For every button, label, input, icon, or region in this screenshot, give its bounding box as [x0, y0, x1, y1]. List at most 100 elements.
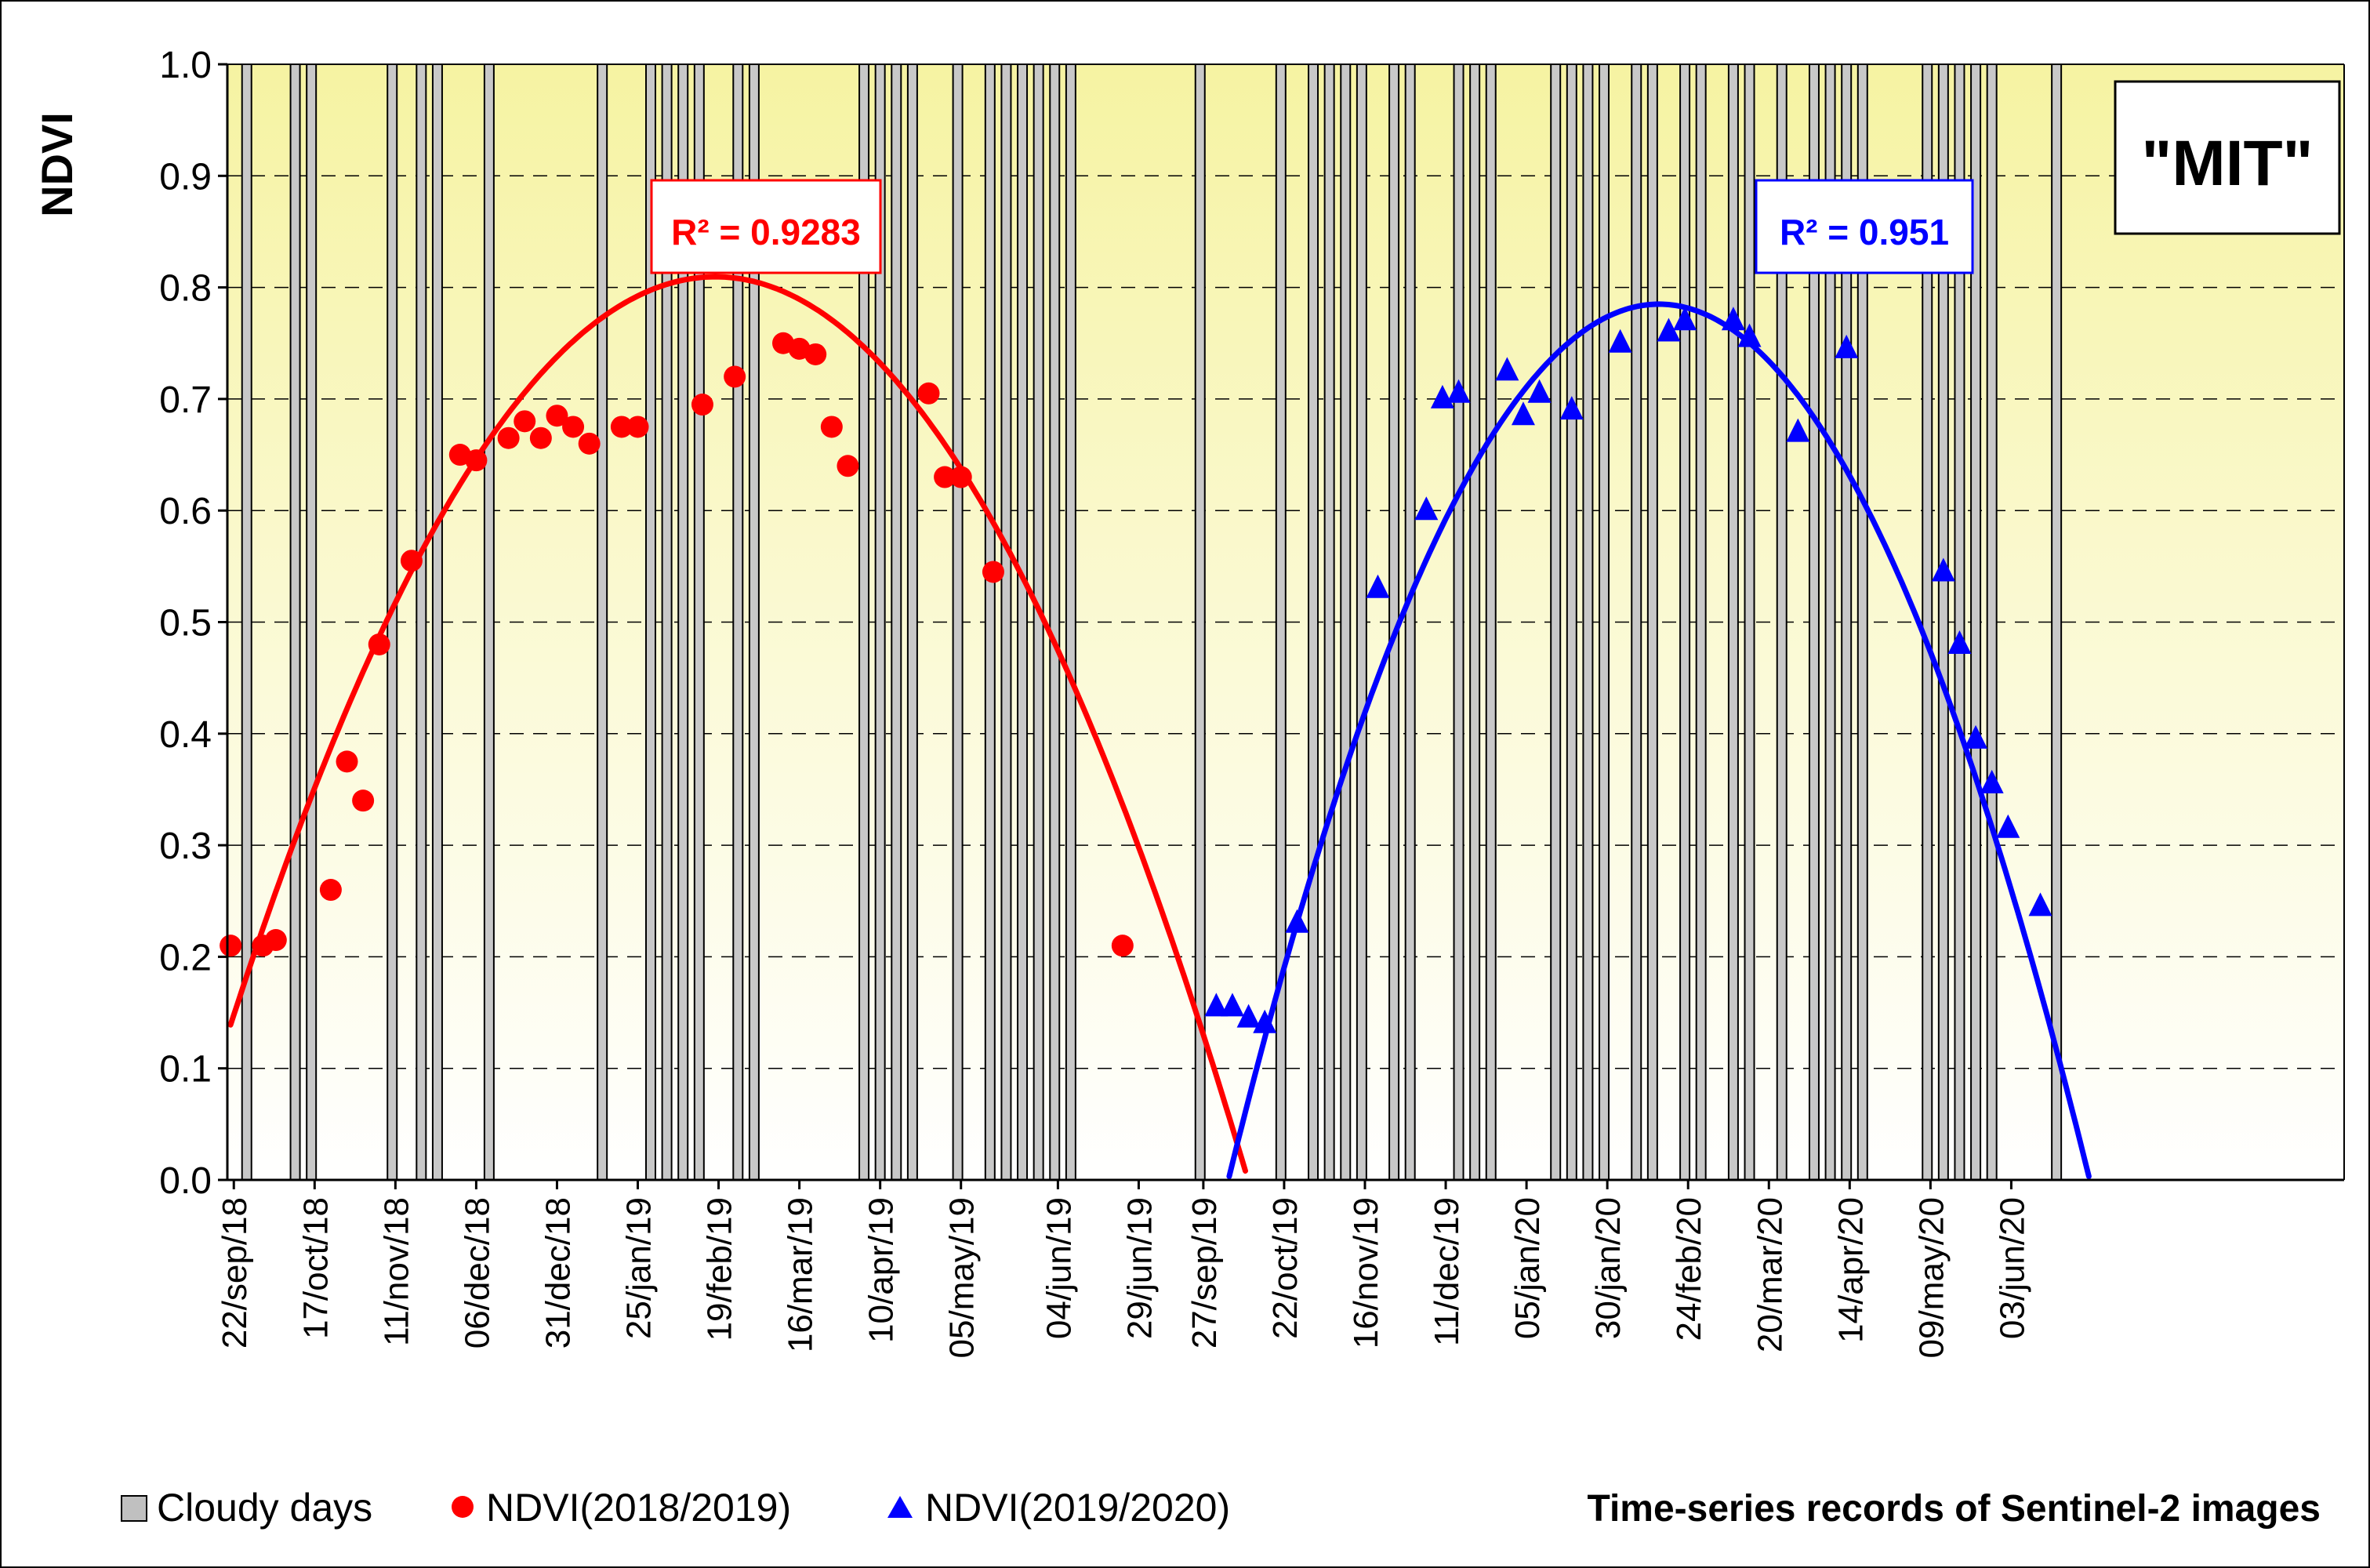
data-point-2018-2019 [220, 935, 242, 957]
cloudy-day-bar [1986, 64, 1998, 1181]
y-tick-label: 0.7 [159, 379, 212, 421]
title-box: "MIT" [2114, 80, 2341, 235]
legend: Cloudy days NDVI(2018/2019) NDVI(2019/20… [121, 1486, 2321, 1530]
data-point-2019-2020 [1657, 318, 1681, 342]
data-point-2019-2020 [1835, 334, 1859, 358]
data-point-2018-2019 [626, 416, 649, 438]
cloudy-day-bar [1485, 64, 1497, 1181]
cloudy-day-bar [416, 64, 427, 1181]
cloudy-day-bar [1275, 64, 1287, 1181]
y-tick-label: 0.8 [159, 268, 212, 310]
x-tick-label: 09/may/20 [1912, 1197, 1951, 1358]
cloudy-day-bar [306, 64, 318, 1181]
y-tick-label: 1.0 [159, 45, 212, 86]
data-point-2019-2020 [1511, 401, 1535, 426]
y-tick-label: 0.1 [159, 1049, 212, 1091]
data-point-2019-2020 [1285, 909, 1309, 933]
data-point-2018-2019 [1111, 935, 1134, 957]
y-tick-label: 0.2 [159, 937, 212, 978]
cloudy-day-bar [431, 64, 443, 1181]
cloudy-day-bar [1323, 64, 1335, 1181]
data-point-2018-2019 [804, 343, 827, 365]
data-point-2018-2019 [497, 426, 520, 449]
data-point-2018-2019 [934, 466, 956, 488]
cloudy-day-bar [1646, 64, 1658, 1181]
data-point-2018-2019 [562, 416, 585, 438]
data-point-2018-2019 [610, 416, 633, 438]
data-point-2019-2020 [1366, 574, 1390, 598]
cloudy-day-bar [1340, 64, 1352, 1181]
data-point-2019-2020 [1446, 379, 1471, 403]
y-tick-label: 0.0 [159, 1160, 212, 1202]
x-tick-label: 22/oct/19 [1266, 1197, 1305, 1339]
x-tick-label: 30/jan/20 [1589, 1197, 1628, 1339]
y-axis-title: NDVI [32, 112, 82, 217]
data-point-2019-2020 [1236, 1004, 1261, 1028]
data-point-2019-2020 [1220, 993, 1244, 1017]
cloudy-day-bar [1679, 64, 1691, 1181]
data-point-2018-2019 [400, 550, 423, 572]
cloudy-day-bar [1695, 64, 1707, 1181]
cloudy-day-bar [1631, 64, 1642, 1181]
data-point-2018-2019 [949, 466, 972, 488]
x-tick-label: 31/dec/18 [539, 1197, 577, 1348]
x-tick-label: 19/feb/19 [701, 1197, 739, 1341]
data-point-2019-2020 [1414, 496, 1439, 521]
cloudy-day-bar [1727, 64, 1739, 1181]
cloudy-day-bar [1356, 64, 1367, 1181]
legend-swatch-cloudy [121, 1495, 147, 1522]
data-point-2019-2020 [1527, 379, 1552, 403]
data-point-2019-2020 [1931, 557, 1955, 582]
chart-title: "MIT" [2142, 128, 2314, 199]
data-point-2019-2020 [1996, 814, 2020, 838]
cloudy-day-bar [906, 64, 918, 1181]
data-point-2019-2020 [1721, 307, 1745, 331]
data-point-2018-2019 [578, 432, 601, 455]
data-point-2019-2020 [1559, 396, 1584, 420]
data-point-2018-2019 [724, 365, 746, 388]
x-tick-label: 29/jun/19 [1120, 1197, 1159, 1339]
cloudy-day-bar [1404, 64, 1416, 1181]
y-tick-label: 0.4 [159, 714, 212, 756]
x-tick-label: 11/nov/18 [377, 1197, 416, 1346]
x-tick-label: 25/jan/19 [620, 1197, 659, 1339]
x-tick-label: 10/apr/19 [862, 1197, 901, 1343]
cloudy-day-bar [1566, 64, 1577, 1181]
cloudy-day-bar [952, 64, 964, 1181]
x-tick-label: 16/nov/19 [1347, 1197, 1385, 1348]
x-tick-label: 05/may/19 [943, 1197, 982, 1358]
data-point-2018-2019 [982, 561, 1004, 583]
data-point-2019-2020 [1964, 724, 1988, 749]
data-point-2018-2019 [546, 405, 568, 427]
cloudy-day-bar [1469, 64, 1481, 1181]
data-point-2019-2020 [1253, 1009, 1277, 1033]
data-point-2019-2020 [1673, 307, 1697, 331]
cloudy-day-bar [1000, 64, 1012, 1181]
r2-box-blue: R² = 0.951 [1755, 179, 1974, 274]
r2-label-red: R² = 0.9283 [671, 212, 861, 252]
legend-label-2018: NDVI(2018/2019) [486, 1486, 791, 1530]
x-tick-label: 27/sep/19 [1185, 1197, 1224, 1348]
data-point-2018-2019 [264, 929, 287, 952]
x-tick-label: 16/mar/19 [782, 1197, 820, 1352]
legend-marker-circle [452, 1496, 474, 1518]
x-tick-label: 04/jun/19 [1040, 1197, 1078, 1339]
data-point-2018-2019 [368, 633, 390, 655]
cloudy-day-bar [1308, 64, 1319, 1181]
data-point-2018-2019 [691, 394, 713, 416]
y-tick-label: 0.5 [159, 603, 212, 644]
data-point-2019-2020 [1204, 993, 1229, 1017]
cloudy-day-bar [891, 64, 902, 1181]
data-point-2018-2019 [319, 879, 342, 902]
data-point-2019-2020 [2028, 892, 2052, 916]
y-tick-label: 0.9 [159, 156, 212, 198]
cloudy-day-bar [241, 64, 252, 1181]
data-point-2019-2020 [1608, 328, 1632, 353]
cloudy-day-bar [289, 64, 301, 1181]
data-point-2018-2019 [514, 410, 536, 433]
y-tick-label: 0.3 [159, 826, 212, 867]
data-point-2018-2019 [529, 426, 552, 449]
legend-label-cloudy: Cloudy days [157, 1486, 372, 1530]
x-tick-label: 05/jan/20 [1508, 1197, 1547, 1339]
